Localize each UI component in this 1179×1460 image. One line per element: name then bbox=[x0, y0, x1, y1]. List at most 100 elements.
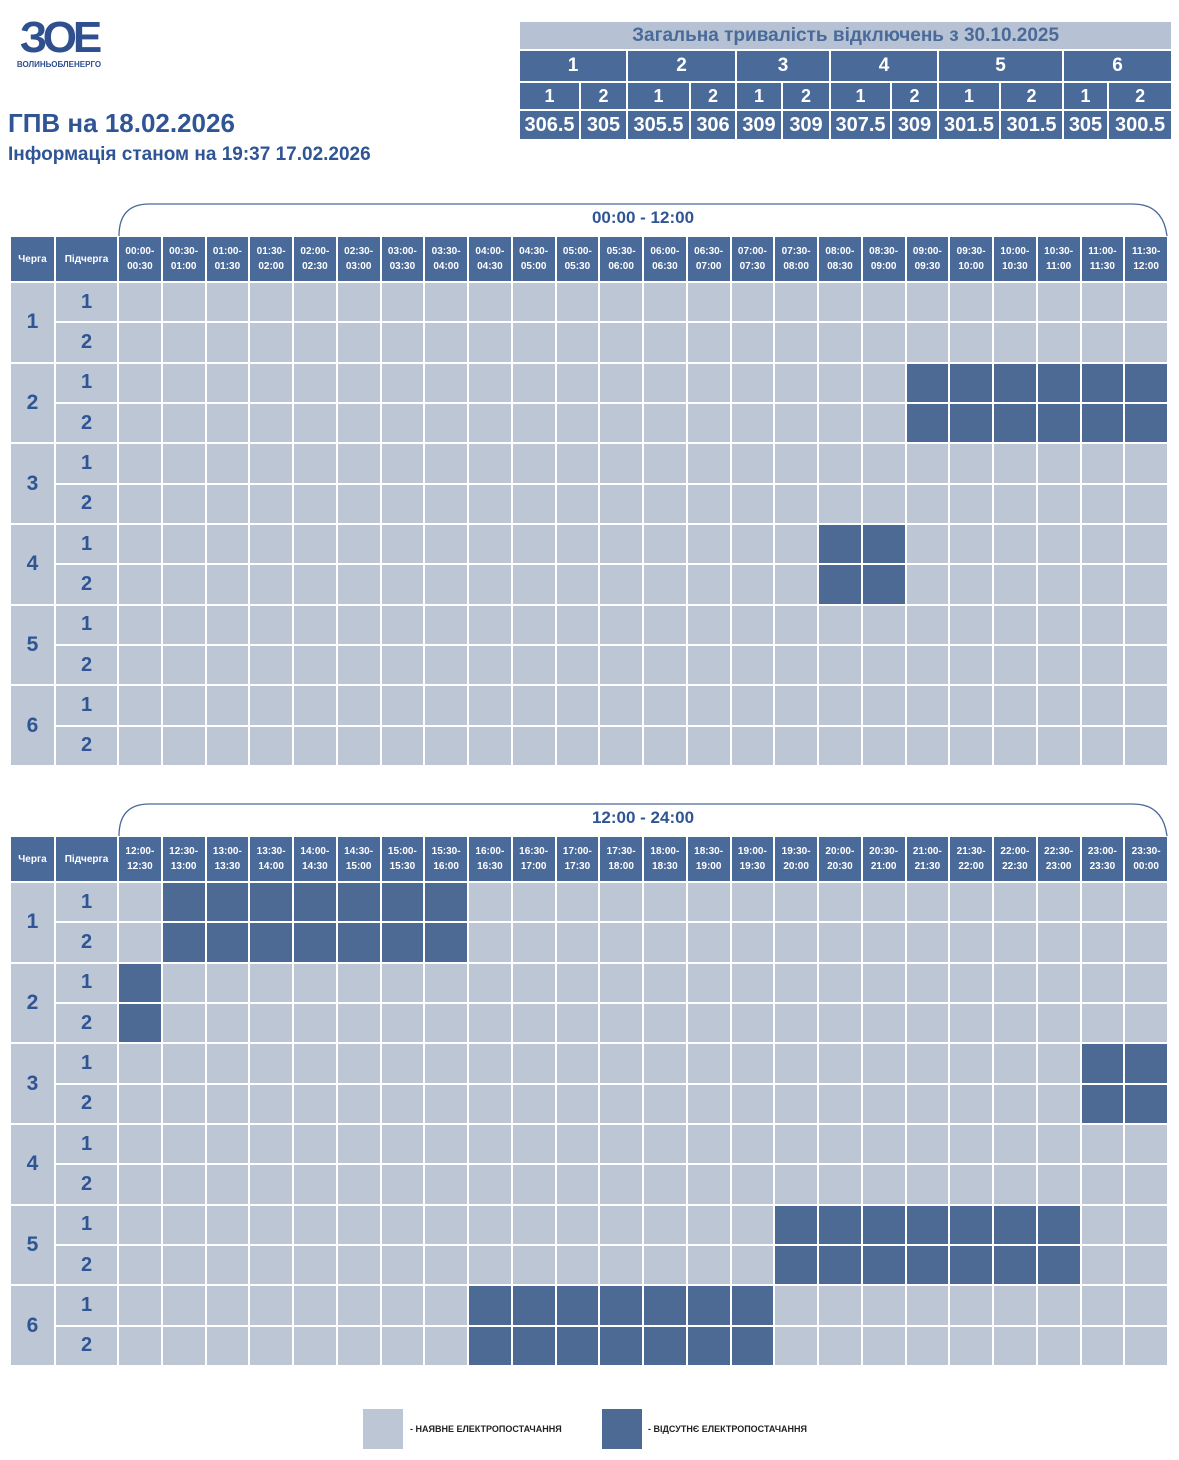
slot-cell bbox=[949, 1043, 993, 1084]
slot-cell bbox=[861, 962, 906, 1003]
slot-cell bbox=[861, 443, 906, 484]
slot-cell bbox=[861, 1043, 906, 1084]
slot-cell bbox=[861, 1123, 906, 1165]
slot-cell bbox=[424, 604, 468, 645]
slot-cell bbox=[905, 362, 950, 403]
slot-cell bbox=[511, 1164, 556, 1205]
slot-cell bbox=[905, 1043, 950, 1084]
slot-cell bbox=[336, 685, 381, 726]
slot-cell bbox=[118, 882, 162, 923]
slot-header: 13:00-13:30 bbox=[205, 836, 250, 882]
slot-cell bbox=[774, 1244, 818, 1286]
slot-cell bbox=[118, 1164, 162, 1205]
slot-cell bbox=[861, 685, 906, 726]
slot-cell bbox=[161, 523, 206, 565]
slot-cell bbox=[380, 1164, 425, 1205]
duration-value: 309 bbox=[781, 109, 831, 141]
subgroup-label: 2 bbox=[890, 81, 939, 111]
slot-cell bbox=[1080, 1244, 1125, 1286]
slot-cell bbox=[1036, 483, 1081, 524]
slot-cell bbox=[511, 962, 556, 1003]
slot-cell bbox=[249, 725, 293, 766]
slot-cell bbox=[1036, 1002, 1081, 1044]
slot-cell bbox=[1124, 564, 1168, 605]
slot-cell bbox=[905, 564, 950, 605]
slot-cell bbox=[861, 1244, 906, 1286]
slot-cell bbox=[424, 1083, 468, 1124]
slot-cell bbox=[555, 443, 600, 484]
slot-cell bbox=[293, 564, 337, 605]
slot-cell bbox=[599, 1123, 643, 1165]
slot-cell bbox=[1036, 1325, 1081, 1366]
slot-cell bbox=[949, 1123, 993, 1165]
slot-cell bbox=[205, 1285, 250, 1326]
slot-cell bbox=[205, 1204, 250, 1245]
slot-cell bbox=[468, 1204, 512, 1245]
slot-cell bbox=[861, 322, 906, 363]
slot-cell bbox=[949, 322, 993, 363]
slot-cell bbox=[686, 1002, 731, 1044]
slot-cell bbox=[905, 443, 950, 484]
slot-cell bbox=[730, 882, 775, 923]
slot-cell bbox=[380, 685, 425, 726]
subgroup-label: 1 bbox=[518, 81, 581, 111]
slot-cell bbox=[818, 882, 862, 923]
slot-cell bbox=[1080, 644, 1125, 686]
slot-cell bbox=[861, 1325, 906, 1366]
slot-cell bbox=[249, 685, 293, 726]
slot-cell bbox=[599, 443, 643, 484]
slot-cell bbox=[993, 483, 1037, 524]
slot-cell bbox=[336, 1325, 381, 1366]
slot-cell bbox=[336, 1083, 381, 1124]
slot-cell bbox=[818, 322, 862, 363]
slot-cell bbox=[643, 604, 687, 645]
slot-cell bbox=[161, 1083, 206, 1124]
slot-cell bbox=[686, 604, 731, 645]
slot-cell bbox=[555, 402, 600, 444]
slot-cell bbox=[818, 564, 862, 605]
slot-cell bbox=[249, 1043, 293, 1084]
slot-cell bbox=[686, 564, 731, 605]
slot-cell bbox=[161, 1164, 206, 1205]
slot-cell bbox=[380, 1325, 425, 1366]
slot-cell bbox=[555, 604, 600, 645]
slot-cell bbox=[774, 483, 818, 524]
slot-cell bbox=[249, 1083, 293, 1124]
slot-cell bbox=[905, 725, 950, 766]
slot-cell bbox=[643, 962, 687, 1003]
slot-cell bbox=[818, 604, 862, 645]
slot-cell bbox=[861, 362, 906, 403]
slot-header: 10:00-10:30 bbox=[993, 236, 1037, 282]
slot-cell bbox=[380, 362, 425, 403]
slot-cell bbox=[686, 1325, 731, 1366]
slot-cell bbox=[468, 962, 512, 1003]
slot-cell bbox=[949, 962, 993, 1003]
slot-cell bbox=[468, 1325, 512, 1366]
slot-cell bbox=[118, 362, 162, 403]
slot-cell bbox=[161, 1002, 206, 1044]
slot-cell bbox=[905, 483, 950, 524]
slot-cell bbox=[1080, 564, 1125, 605]
slot-cell bbox=[380, 882, 425, 923]
subgroup-label: 1 bbox=[937, 81, 1001, 111]
group-label: 6 bbox=[1061, 49, 1174, 83]
slot-cell bbox=[293, 322, 337, 363]
slot-header: 10:30-11:00 bbox=[1036, 236, 1081, 282]
slot-header: 19:30-20:00 bbox=[774, 836, 818, 882]
slot-cell bbox=[468, 644, 512, 686]
slot-cell bbox=[118, 443, 162, 484]
slot-cell bbox=[424, 362, 468, 403]
slot-header: 02:00-02:30 bbox=[293, 236, 337, 282]
group-label: 1 bbox=[518, 49, 628, 83]
slot-cell bbox=[161, 962, 206, 1003]
slot-cell bbox=[468, 1043, 512, 1084]
slot-cell bbox=[1124, 1083, 1168, 1124]
slot-cell bbox=[993, 282, 1037, 323]
slot-cell bbox=[118, 1043, 162, 1084]
slot-header: 12:00-12:30 bbox=[118, 836, 162, 882]
slot-cell bbox=[249, 1285, 293, 1326]
slot-header: 04:30-05:00 bbox=[511, 236, 556, 282]
slot-cell bbox=[205, 644, 250, 686]
slot-cell bbox=[161, 322, 206, 363]
slot-cell bbox=[468, 1244, 512, 1286]
